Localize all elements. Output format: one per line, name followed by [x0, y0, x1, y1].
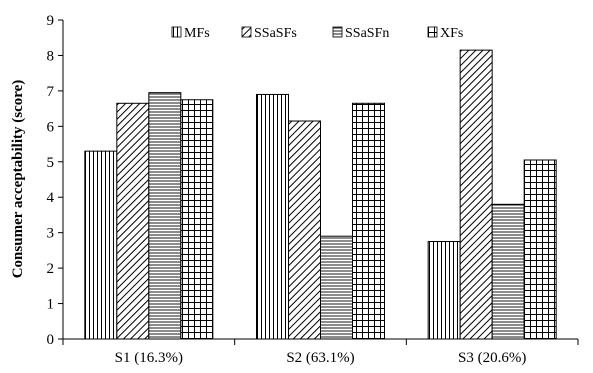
y-tick-label: 1: [47, 297, 55, 313]
y-tick-label: 9: [47, 13, 55, 29]
bar-xfs-1: [180, 99, 214, 340]
legend-swatch-mfs: [171, 26, 182, 38]
bar-ssasfn-2: [320, 235, 353, 340]
x-category-label: S2 (63.1%): [286, 350, 354, 366]
y-tick-label: 0: [47, 332, 55, 348]
y-tick-label: 4: [47, 190, 55, 206]
y-tick-label: 5: [47, 155, 55, 171]
y-tick-label: 3: [47, 226, 55, 242]
legend-label-mfs: MFs: [184, 26, 210, 41]
y-tick-label: 2: [47, 261, 55, 277]
bar-ssasfs-1: [116, 102, 150, 340]
bars-group: [84, 49, 557, 340]
bar-xfs-2: [352, 102, 385, 340]
legend-label-xfs: XFs: [440, 26, 463, 41]
legend-label-ssasfs: SSaSFs: [254, 26, 297, 41]
y-tick-label: 6: [47, 119, 55, 135]
bar-xfs-3: [523, 159, 557, 340]
bar-ssasfs-2: [288, 120, 321, 340]
legend-swatch-xfs: [427, 26, 438, 38]
legend-swatch-ssasfn: [332, 26, 343, 38]
y-tick-label: 8: [47, 48, 55, 64]
bar-ssasfs-3: [459, 49, 493, 340]
bar-ssasfn-1: [148, 92, 182, 340]
legend-swatch-ssasfs: [241, 26, 252, 38]
x-category-label: S1 (16.3%): [115, 350, 183, 366]
x-category-label: S3 (20.6%): [458, 350, 526, 366]
bar-ssasfn-3: [491, 203, 525, 340]
bar-mfs-1: [84, 150, 118, 340]
y-axis-label: Consumer acceptability (score): [10, 80, 26, 279]
bar-mfs-2: [256, 93, 289, 340]
legend-label-ssasfn: SSaSFn: [345, 26, 389, 41]
legend: MFs SSaSFs SSaSFn XFs: [171, 26, 463, 41]
y-axis: 0 1 2 3 4 5 6 7 8 9: [47, 13, 64, 348]
x-axis: S1 (16.3%) S2 (63.1%) S3 (20.6%): [62, 338, 579, 366]
bar-mfs-3: [427, 241, 461, 340]
y-tick-label: 7: [47, 84, 55, 100]
